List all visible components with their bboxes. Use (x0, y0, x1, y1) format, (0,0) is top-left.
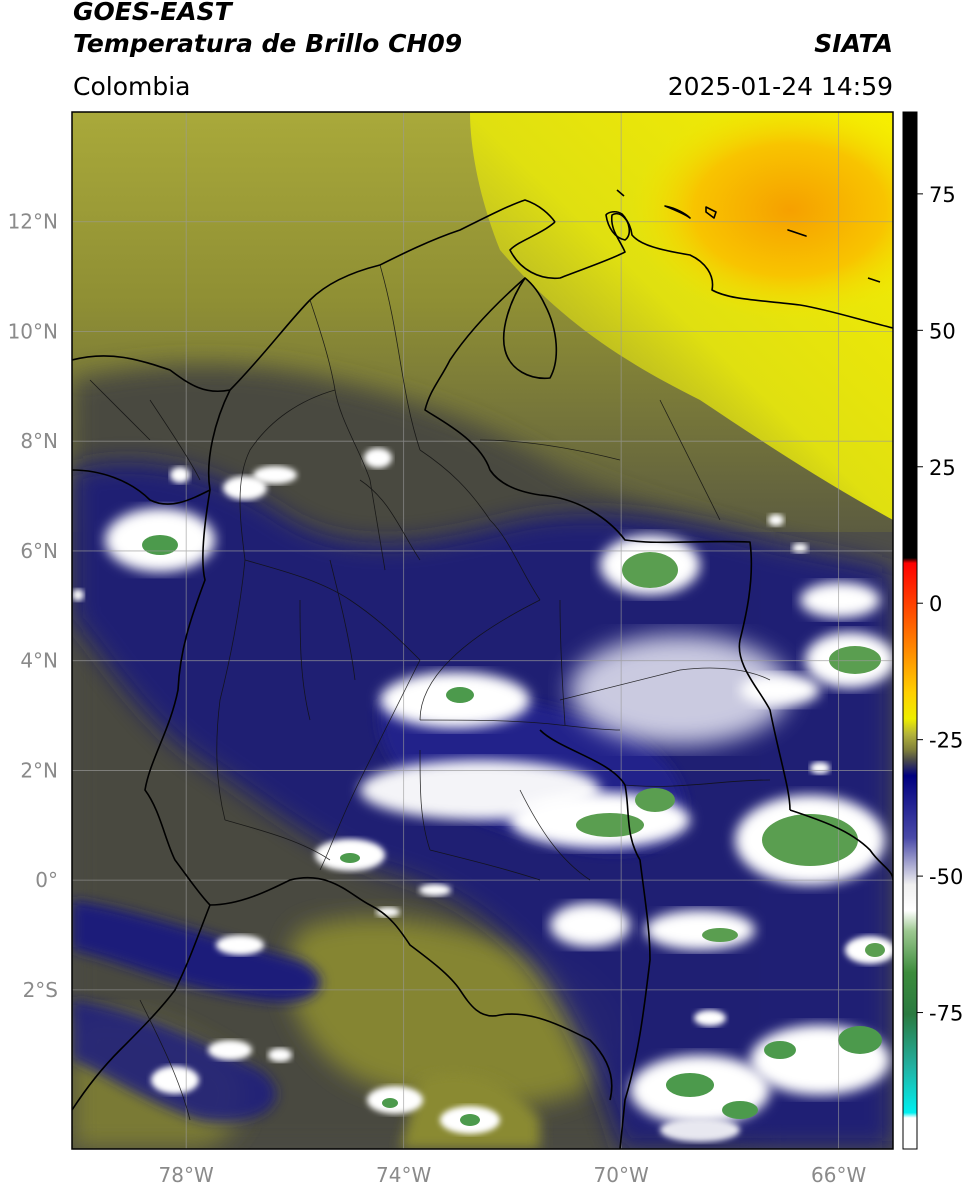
colorbar: 75 50 25 0 -25 -50 -75 (902, 111, 963, 1150)
colombia-venezuela-border (424, 277, 791, 811)
island-curacao (664, 205, 691, 219)
island-aruba (616, 189, 625, 197)
colombia-peru-border (209, 877, 613, 1101)
colorbar-tick-label: 25 (929, 456, 956, 480)
lat-tick-label: 2°N (20, 758, 58, 782)
lon-tick-label: 74°W (376, 1163, 431, 1187)
lat-tick-label: 10°N (8, 319, 58, 343)
colorbar-tick-label: 0 (929, 592, 942, 616)
lat-tick-label: 12°N (8, 210, 58, 234)
venezuela-brazil-border (789, 809, 893, 881)
satellite-title: GOES-EAST (73, 0, 232, 26)
island-margarita (787, 229, 807, 237)
colorbar-ticks: 75 50 25 0 -25 -50 -75 (917, 183, 963, 1026)
convective-cells (72, 448, 893, 1142)
panama-coast-south (72, 469, 211, 505)
lat-tick-label: 8°N (20, 429, 58, 453)
lake-maracaibo (502, 277, 558, 379)
island-bonaire (705, 206, 717, 219)
island-paraguana (605, 210, 631, 241)
navy-band-southwest (72, 900, 321, 1002)
region-label: Colombia (73, 72, 191, 101)
colorbar-tick-label: -75 (929, 1002, 963, 1026)
department-boundaries (89, 264, 771, 1121)
latitude-tick-labels: 12°N 10°N 8°N 6°N 4°N 2°N 0° 2°S (8, 210, 58, 1002)
lat-tick-label: 4°N (20, 649, 58, 673)
lat-tick-label: 2°S (23, 978, 58, 1002)
colorbar-frame (902, 111, 918, 1150)
colombia-caribbean-coast (229, 199, 556, 391)
lat-tick-label: 6°N (20, 539, 58, 563)
brand-label: SIATA (814, 29, 893, 58)
lon-tick-label: 78°W (159, 1163, 214, 1187)
map-frame (71, 111, 894, 1150)
timestamp-label: 2025-01-24 14:59 (667, 72, 893, 101)
navy-band-south (72, 1000, 277, 1122)
lat-tick-label: 0° (35, 868, 58, 892)
longitude-tick-labels: 78°W 74°W 70°W 66°W (159, 1163, 867, 1187)
colorbar-tick-label: 75 (929, 183, 956, 207)
brightness-temperature-field (72, 112, 893, 1149)
colombia-pacific-coast (144, 389, 231, 906)
colorbar-tick-label: -25 (929, 729, 963, 753)
colombia-brazil-border (539, 729, 651, 1149)
colorbar-tick-label: 50 (929, 319, 956, 343)
ecuador-border (72, 904, 211, 1111)
colorbar-gradient (903, 112, 917, 1149)
orange-warm-core (630, 112, 893, 320)
national-borders-coastlines (72, 189, 893, 1149)
product-title: Temperatura de Brillo CH09 (73, 29, 463, 58)
lon-tick-label: 66°W (811, 1163, 866, 1187)
island-tobago (867, 277, 881, 283)
lon-tick-label: 70°W (594, 1163, 649, 1187)
panama-coast-north (72, 355, 231, 393)
colorbar-tick-label: -50 (929, 865, 963, 889)
map-gridlines (72, 112, 893, 1149)
